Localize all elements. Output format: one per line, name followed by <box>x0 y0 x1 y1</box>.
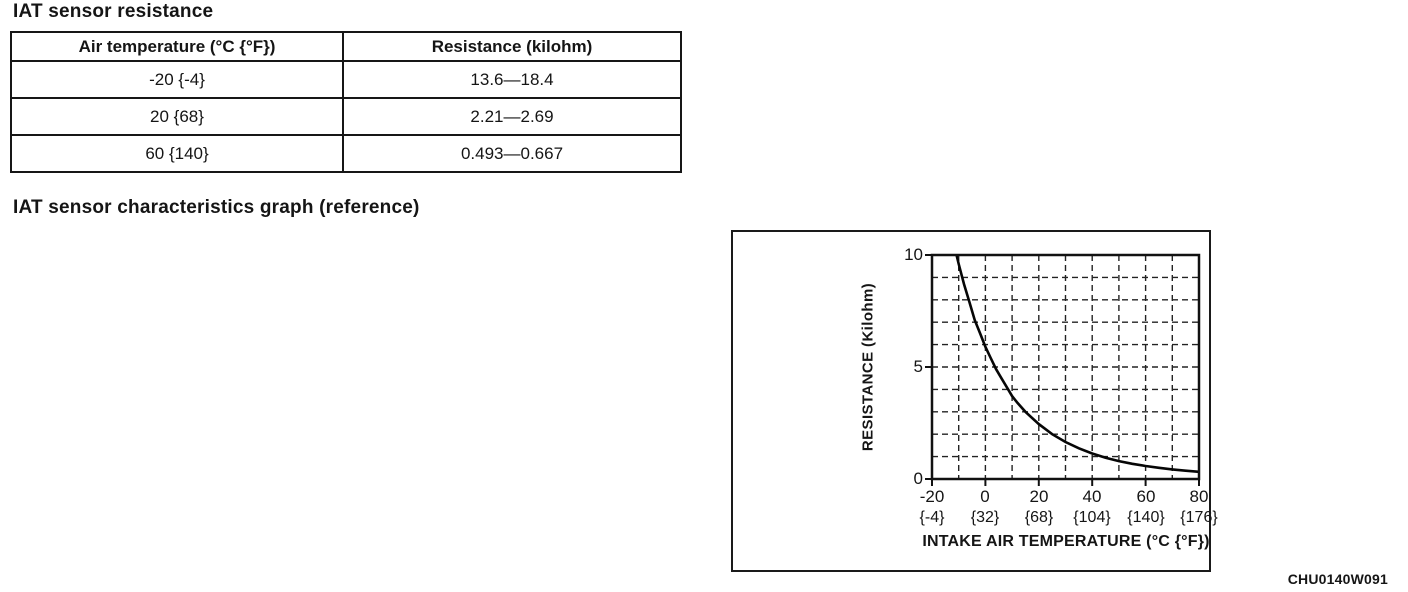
x-tick-label: 40 <box>1082 487 1102 506</box>
section-heading-graph: IAT sensor characteristics graph (refere… <box>13 197 420 218</box>
plot-svg <box>925 253 1201 486</box>
y-tick-label: 5 <box>913 357 923 376</box>
x-tick-label-fahrenheit: {104} <box>1073 509 1111 526</box>
cell-resistance: 2.21—2.69 <box>342 97 682 136</box>
x-tick-label-fahrenheit: {-4} <box>919 509 945 526</box>
x-tick-label-fahrenheit: {68} <box>1024 509 1054 526</box>
x-tick-label: 80 <box>1189 487 1209 506</box>
cell-temperature: 20 {68} <box>10 97 344 136</box>
col-header-resistance: Resistance (kilohm) <box>342 31 682 62</box>
cell-resistance: 0.493—0.667 <box>342 134 682 173</box>
x-tick-label: -20 <box>919 487 945 506</box>
cell-resistance: 13.6—18.4 <box>342 60 682 99</box>
x-axis-title: INTAKE AIR TEMPERATURE (°C {°F}) <box>922 533 1210 550</box>
table-header-row: Air temperature (°C {°F}) Resistance (ki… <box>10 31 682 62</box>
x-tick-label: 20 <box>1029 487 1049 506</box>
x-tick-label-fahrenheit: {32} <box>970 509 1000 526</box>
table-row: -20 {-4} 13.6—18.4 <box>10 60 682 99</box>
x-tick-label: 0 <box>980 487 990 506</box>
table-row: 60 {140} 0.493—0.667 <box>10 134 682 173</box>
resistance-table: Air temperature (°C {°F}) Resistance (ki… <box>10 31 682 173</box>
table-row: 20 {68} 2.21—2.69 <box>10 97 682 136</box>
col-header-air-temperature: Air temperature (°C {°F}) <box>10 31 344 62</box>
y-tick-label: 10 <box>904 245 923 264</box>
section-heading-resistance: IAT sensor resistance <box>13 1 214 22</box>
figure-code: CHU0140W091 <box>1287 571 1388 587</box>
x-tick-label-fahrenheit: {140} <box>1127 509 1165 526</box>
cell-temperature: 60 {140} <box>10 134 344 173</box>
x-tick-label-fahrenheit: {176} <box>1180 509 1218 526</box>
graph-figure: RESISTANCE (Kilohm) 10 5 0 -20 0 20 40 6… <box>731 230 1218 572</box>
y-tick-label: 0 <box>913 469 923 488</box>
x-tick-label: 60 <box>1136 487 1156 506</box>
cell-temperature: -20 {-4} <box>10 60 344 99</box>
